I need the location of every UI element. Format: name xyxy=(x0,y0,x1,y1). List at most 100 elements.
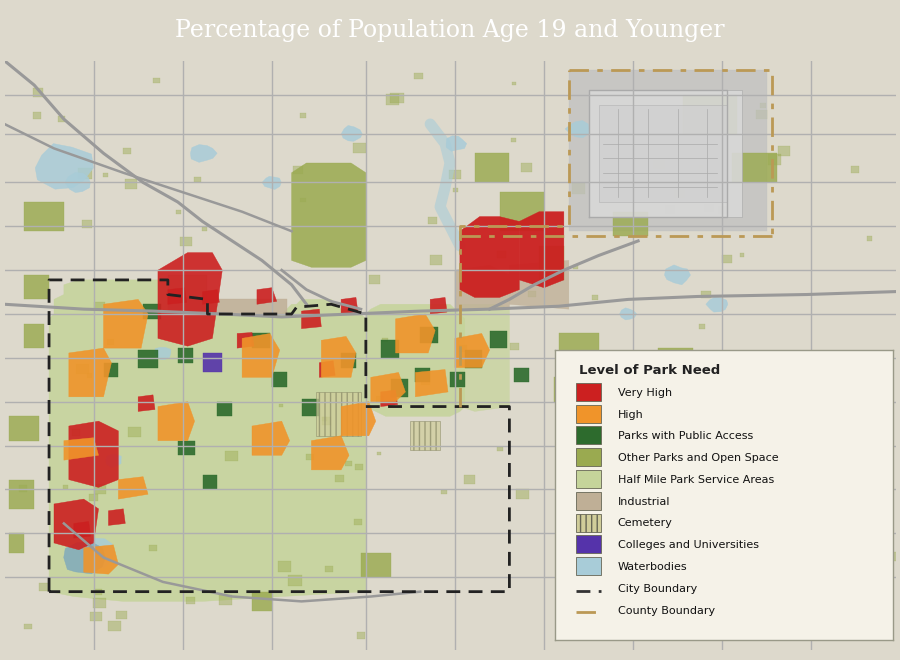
Bar xyxy=(356,632,365,639)
Bar xyxy=(704,204,714,212)
Text: Level of Park Need: Level of Park Need xyxy=(579,364,720,378)
Polygon shape xyxy=(569,71,767,231)
Bar xyxy=(186,597,195,605)
Bar xyxy=(288,575,302,585)
Bar xyxy=(634,121,638,125)
Bar xyxy=(807,453,818,461)
Bar xyxy=(497,251,506,257)
Text: Percentage of Population Age 19 and Younger: Percentage of Population Age 19 and Youn… xyxy=(176,19,725,42)
Bar xyxy=(838,612,850,622)
Bar xyxy=(306,454,313,460)
Text: High: High xyxy=(617,410,644,420)
Bar xyxy=(497,447,503,451)
Bar xyxy=(24,624,32,629)
Polygon shape xyxy=(396,314,436,353)
Bar xyxy=(701,290,711,298)
Bar xyxy=(63,485,68,489)
Polygon shape xyxy=(167,275,207,314)
Bar xyxy=(727,547,737,556)
Bar xyxy=(410,421,440,450)
Polygon shape xyxy=(416,368,430,382)
Polygon shape xyxy=(619,308,637,320)
Polygon shape xyxy=(104,363,119,378)
Polygon shape xyxy=(450,372,465,387)
Bar xyxy=(93,598,105,608)
Polygon shape xyxy=(139,395,155,411)
Bar xyxy=(766,485,778,494)
Polygon shape xyxy=(515,368,529,382)
Polygon shape xyxy=(64,438,99,460)
Bar xyxy=(325,566,333,572)
Polygon shape xyxy=(272,372,286,387)
Bar xyxy=(377,452,381,455)
Bar xyxy=(665,205,675,214)
Polygon shape xyxy=(202,290,220,304)
Bar xyxy=(293,166,303,174)
Polygon shape xyxy=(167,288,186,304)
Polygon shape xyxy=(465,350,482,368)
FancyBboxPatch shape xyxy=(576,470,601,488)
Bar xyxy=(202,227,207,231)
Bar xyxy=(149,544,157,550)
Bar xyxy=(355,519,362,525)
Bar xyxy=(353,143,366,153)
Bar xyxy=(32,112,41,119)
Polygon shape xyxy=(381,341,399,358)
Polygon shape xyxy=(341,125,362,141)
Polygon shape xyxy=(460,304,509,411)
Polygon shape xyxy=(614,212,648,236)
Bar xyxy=(718,206,728,214)
Bar xyxy=(226,451,239,461)
Polygon shape xyxy=(554,378,579,402)
Bar xyxy=(592,459,606,470)
Polygon shape xyxy=(9,533,24,552)
Polygon shape xyxy=(178,348,193,363)
Bar xyxy=(82,220,92,228)
Bar xyxy=(107,339,114,345)
Bar xyxy=(279,404,283,407)
Bar xyxy=(90,612,102,621)
Polygon shape xyxy=(178,441,194,455)
Bar xyxy=(322,417,331,424)
Text: Waterbodies: Waterbodies xyxy=(617,562,688,572)
Bar xyxy=(598,104,727,202)
Bar xyxy=(86,373,93,378)
Polygon shape xyxy=(49,280,365,601)
Polygon shape xyxy=(68,348,112,397)
Bar xyxy=(871,365,877,370)
Text: Parks with Public Access: Parks with Public Access xyxy=(617,432,753,442)
Polygon shape xyxy=(658,348,693,372)
Bar xyxy=(592,295,598,300)
Bar xyxy=(630,412,635,416)
Bar xyxy=(277,561,292,572)
Polygon shape xyxy=(420,327,438,343)
Bar xyxy=(94,589,102,595)
Polygon shape xyxy=(139,350,158,368)
Polygon shape xyxy=(733,153,777,183)
Bar xyxy=(760,104,766,108)
Polygon shape xyxy=(371,372,405,402)
Bar xyxy=(735,372,740,376)
Polygon shape xyxy=(430,298,447,314)
Polygon shape xyxy=(155,347,171,360)
Bar xyxy=(572,265,578,269)
Bar xyxy=(94,484,106,494)
Bar xyxy=(683,106,693,114)
Polygon shape xyxy=(80,538,114,568)
Polygon shape xyxy=(202,300,286,314)
Bar xyxy=(589,90,742,216)
Bar xyxy=(685,362,698,372)
Bar xyxy=(520,163,532,172)
Bar xyxy=(123,148,131,154)
Bar xyxy=(153,78,159,83)
Bar xyxy=(386,94,400,105)
Bar xyxy=(58,116,65,121)
Polygon shape xyxy=(64,541,105,574)
Bar xyxy=(616,506,624,511)
Bar xyxy=(336,475,345,482)
Bar xyxy=(317,392,361,436)
Bar xyxy=(194,177,201,182)
FancyBboxPatch shape xyxy=(576,492,601,510)
Bar xyxy=(675,457,688,468)
Bar xyxy=(345,461,352,466)
